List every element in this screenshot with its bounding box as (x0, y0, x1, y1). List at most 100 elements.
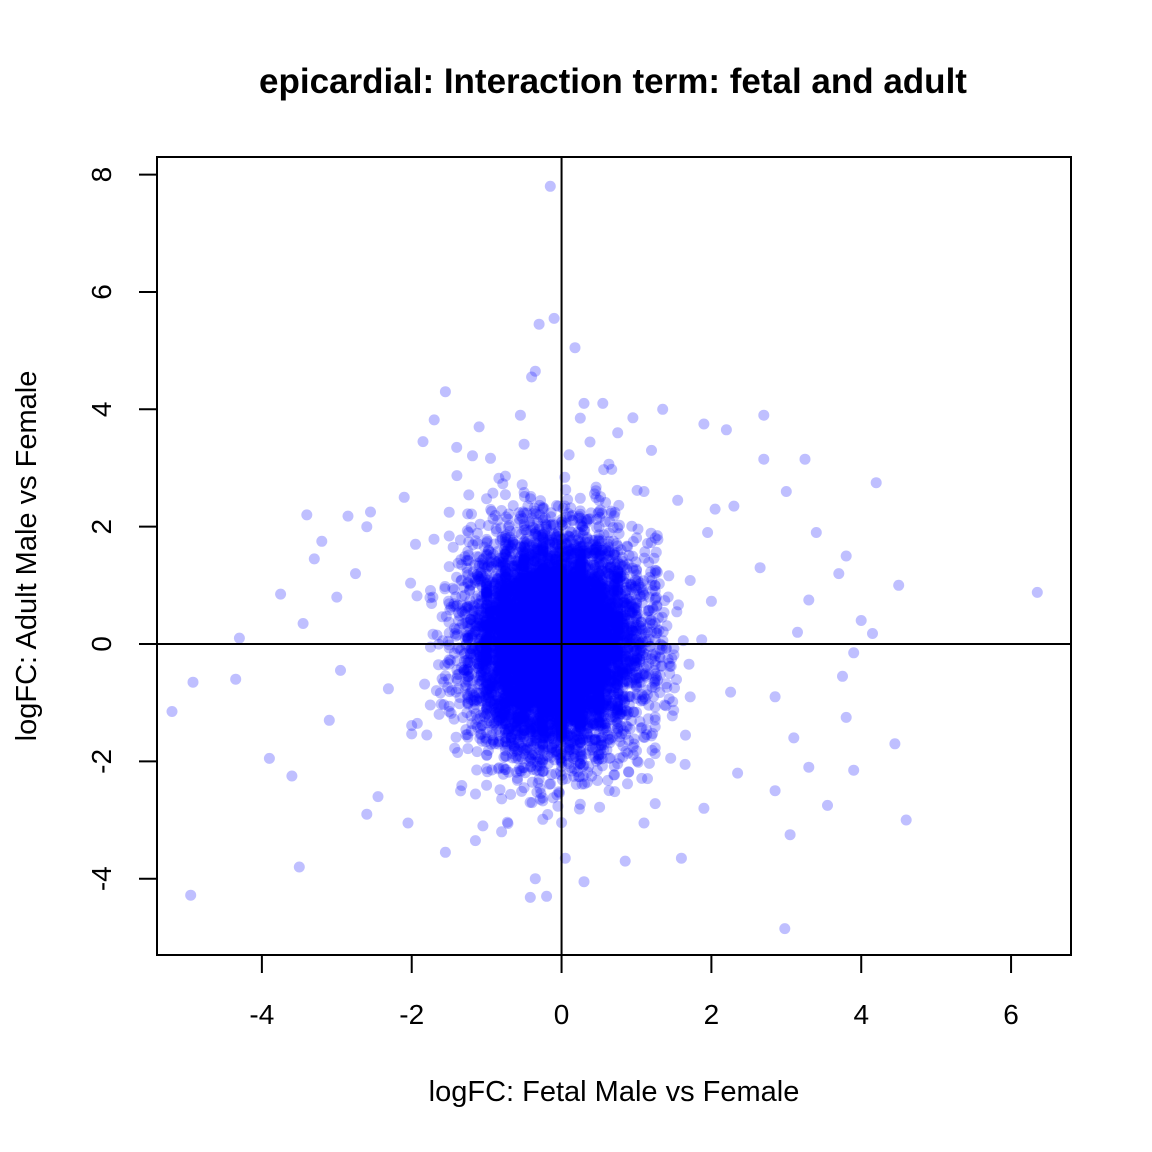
data-point (569, 591, 581, 603)
data-point (498, 649, 510, 661)
data-point (580, 603, 592, 615)
data-point (502, 682, 514, 693)
data-point (549, 670, 561, 682)
data-point (544, 682, 556, 694)
data-point (481, 493, 493, 505)
data-point (534, 627, 546, 639)
data-point (499, 582, 511, 594)
data-point (516, 687, 527, 699)
data-point (499, 591, 511, 602)
data-point (605, 651, 616, 663)
data-point (529, 749, 541, 761)
data-point (651, 627, 663, 639)
data-point (644, 617, 656, 629)
data-point (480, 640, 492, 651)
data-point (577, 713, 589, 724)
data-point (546, 519, 558, 531)
data-point (590, 584, 602, 596)
data-point (499, 700, 511, 712)
data-point (604, 621, 616, 633)
data-point (537, 531, 549, 543)
data-point (593, 494, 605, 506)
data-point (528, 651, 540, 663)
data-point (592, 597, 604, 609)
data-point (638, 552, 650, 564)
data-point (517, 646, 529, 658)
data-point (542, 685, 554, 697)
data-point (584, 648, 596, 660)
data-point (518, 727, 530, 739)
data-point (567, 637, 579, 649)
data-point (580, 602, 592, 614)
data-point (566, 730, 578, 742)
data-point (512, 584, 524, 596)
data-point (501, 592, 513, 604)
data-point (548, 659, 560, 670)
data-point (582, 678, 593, 690)
data-point (581, 647, 593, 659)
data-point (564, 679, 576, 691)
data-point (603, 620, 615, 632)
data-point (550, 602, 562, 614)
data-point (484, 631, 496, 643)
data-point (467, 614, 479, 626)
data-point (609, 561, 621, 573)
data-point (549, 715, 561, 727)
data-point (496, 793, 508, 805)
data-point (489, 682, 501, 694)
data-point (566, 664, 578, 676)
data-point (535, 599, 547, 611)
data-point (542, 552, 554, 564)
data-point (593, 601, 605, 612)
data-point (502, 632, 514, 644)
data-point (577, 598, 589, 610)
data-point (587, 550, 599, 562)
data-point (631, 755, 643, 767)
data-point (551, 590, 563, 601)
data-point (725, 686, 737, 698)
data-point (589, 733, 601, 745)
data-point (574, 563, 586, 575)
data-point (631, 689, 643, 700)
data-point (572, 653, 584, 664)
data-point (499, 654, 511, 666)
data-point (546, 632, 558, 644)
data-point (599, 662, 611, 674)
data-point (560, 694, 572, 706)
data-point (593, 622, 605, 634)
data-point (622, 625, 634, 637)
data-point (567, 592, 578, 604)
data-point (554, 621, 566, 633)
data-point (520, 598, 532, 610)
data-point (572, 650, 584, 661)
data-point (545, 621, 557, 633)
data-point (566, 613, 578, 625)
data-point (460, 639, 472, 651)
data-point (594, 720, 606, 732)
data-point (520, 660, 532, 672)
data-point (484, 712, 495, 724)
data-point (411, 590, 423, 602)
data-point (451, 470, 463, 482)
data-point (539, 685, 551, 697)
data-point (620, 705, 632, 717)
data-point (574, 643, 586, 655)
data-point (574, 713, 586, 725)
data-point (552, 648, 564, 660)
data-point (606, 602, 617, 614)
data-point (506, 670, 518, 682)
data-point (537, 588, 549, 600)
data-point (513, 698, 525, 710)
data-point (536, 757, 548, 769)
data-point (594, 801, 606, 813)
data-point (548, 573, 560, 585)
data-points (166, 180, 1043, 935)
data-point (520, 637, 532, 648)
data-point (477, 618, 489, 630)
data-point (583, 735, 595, 747)
data-point (606, 463, 618, 475)
data-point (483, 690, 495, 702)
data-point (537, 616, 549, 628)
data-point (537, 732, 549, 744)
data-point (515, 550, 526, 562)
